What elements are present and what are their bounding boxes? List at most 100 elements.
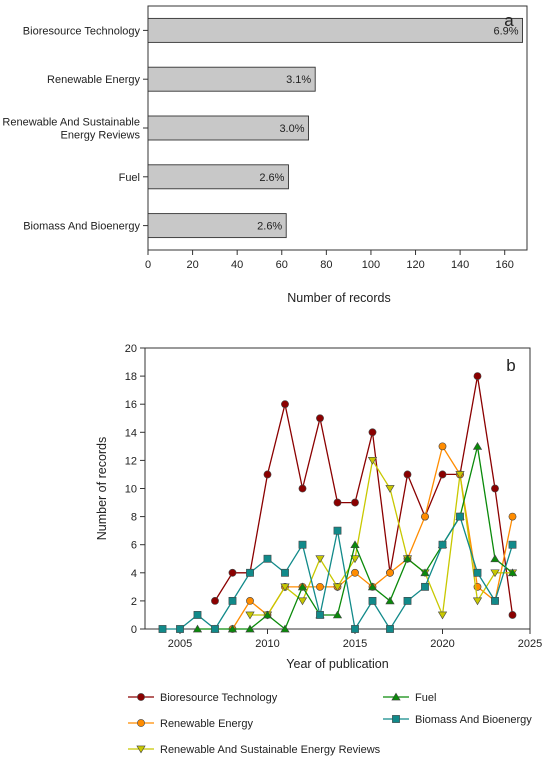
legend-label: Renewable Energy <box>160 718 253 730</box>
x-tick-label: 80 <box>320 259 332 271</box>
x-tick-label: 2010 <box>255 638 279 650</box>
x-tick-label: 2015 <box>343 638 367 650</box>
data-point <box>176 625 184 633</box>
category-label: Bioresource Technology <box>23 25 141 37</box>
series-line <box>197 446 513 631</box>
data-point <box>402 554 413 563</box>
x-tick-label: 0 <box>145 259 151 271</box>
data-point <box>368 596 377 605</box>
data-point <box>368 428 377 437</box>
data-point <box>351 498 359 507</box>
bar-data-label: 3.0% <box>279 123 304 135</box>
data-point <box>246 568 254 577</box>
data-point <box>508 512 517 521</box>
data-point <box>403 596 412 605</box>
legend-item-renewable-energy: Renewable Energy <box>128 718 253 730</box>
data-point <box>386 568 394 577</box>
data-point <box>420 568 430 577</box>
bar-data-label: 3.1% <box>286 74 311 86</box>
category-label-line: Biomass And Bioenergy <box>23 221 140 233</box>
y-tick-label: 18 <box>125 371 137 383</box>
legend-item-fuel: Fuel <box>383 692 436 704</box>
x-axis-title: Number of records <box>287 291 391 305</box>
panel-label: b <box>506 356 515 375</box>
data-point <box>438 540 447 549</box>
data-point <box>472 441 483 450</box>
data-point <box>385 596 395 605</box>
data-point <box>158 625 167 633</box>
y-tick-label: 8 <box>131 512 137 524</box>
data-point <box>246 597 254 605</box>
data-point <box>350 555 360 564</box>
category-label: Renewable And Sustainable Energy Reviews <box>2 117 140 142</box>
y-tick-label: 0 <box>131 624 137 636</box>
y-tick-label: 14 <box>125 427 137 439</box>
data-point <box>280 624 290 633</box>
line-chart-panel: 0 2 4 6 8 10 12 14 16 18 20 2005 2010 2015 2020 2025 Yea… <box>95 343 542 756</box>
data-point <box>490 554 500 563</box>
legend-marker <box>137 719 145 727</box>
series-bioresource-technology <box>211 372 517 619</box>
category-label-line: Bioresource Technology <box>23 25 141 37</box>
legend-label: Fuel <box>415 692 436 704</box>
x-axis-title: Year of publication <box>286 657 388 671</box>
data-point <box>281 400 289 409</box>
data-point <box>245 611 255 620</box>
data-point <box>227 624 238 633</box>
data-point <box>491 596 499 605</box>
y-tick-label: 2 <box>131 596 137 608</box>
x-tick-label: 120 <box>406 259 424 271</box>
data-point <box>316 414 324 423</box>
category-label: Renewable Energy <box>47 74 140 86</box>
data-point <box>491 484 499 493</box>
data-point <box>332 610 343 619</box>
data-point <box>421 512 429 521</box>
category-label: Fuel <box>119 172 140 184</box>
bar-data-label: 2.6% <box>257 221 282 233</box>
y-axis-title: Number of records <box>95 437 109 541</box>
data-point <box>437 611 448 620</box>
legend-label: Bioresource Technology <box>160 692 278 704</box>
data-point <box>351 625 359 633</box>
data-point <box>367 457 378 465</box>
data-point <box>316 611 324 619</box>
data-point <box>192 624 203 633</box>
x-tick-label: 60 <box>276 259 288 271</box>
data-point <box>316 582 324 591</box>
data-point <box>490 569 500 578</box>
series-line <box>250 458 513 618</box>
legend-marker <box>392 715 400 723</box>
data-point <box>315 555 325 564</box>
category-label-line: Fuel <box>119 172 140 184</box>
data-point <box>508 611 517 619</box>
legend-item-renewable-and-sustainable-energy-reviews: Renewable And Sustainable Energy Reviews <box>128 744 381 756</box>
data-point <box>350 540 360 549</box>
y-tick-label: 12 <box>125 455 137 467</box>
data-point <box>298 484 307 493</box>
data-point <box>385 485 395 493</box>
y-tick-label: 4 <box>131 568 137 580</box>
x-tick-label: 40 <box>231 259 243 271</box>
data-point <box>332 583 343 592</box>
data-point <box>473 568 482 577</box>
data-point <box>351 568 359 577</box>
data-point <box>472 597 483 606</box>
data-point <box>297 597 308 606</box>
data-point <box>438 470 447 479</box>
x-tick-label: 20 <box>186 259 198 271</box>
data-point <box>508 540 517 549</box>
data-point <box>298 540 307 549</box>
series-biomass-and-bioenergy <box>158 512 517 633</box>
y-tick-label: 20 <box>125 343 137 355</box>
bar-bioresource-technology <box>147 17 523 43</box>
data-point <box>263 554 272 563</box>
category-label-line: Renewable Energy <box>47 74 140 86</box>
data-point <box>333 498 342 507</box>
category-label: Biomass And Bioenergy <box>23 221 140 233</box>
bar-chart-panel: 6.9% Bioresource Technology 3.1% Renewable … <box>2 5 528 305</box>
legend-item-biomass-and-bioenergy: Biomass And Bioenergy <box>383 714 532 726</box>
data-point <box>211 625 219 633</box>
data-point <box>228 596 237 605</box>
data-point <box>211 597 219 605</box>
